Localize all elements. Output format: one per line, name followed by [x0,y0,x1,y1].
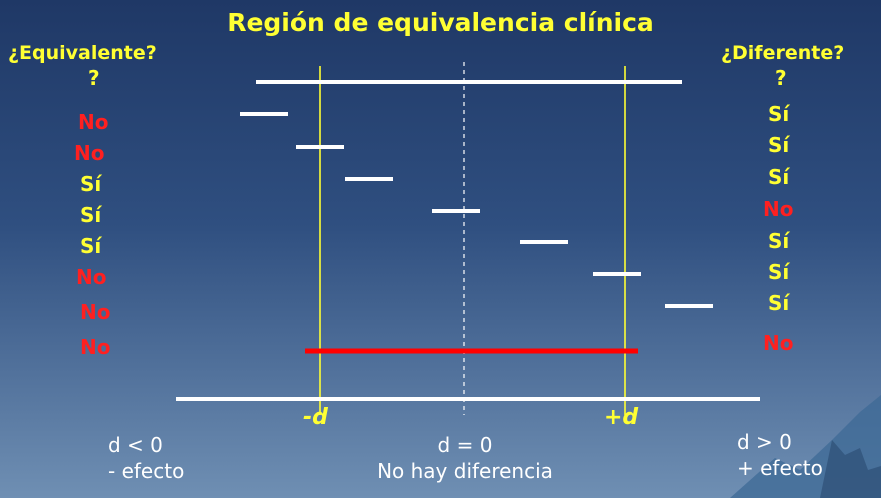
different-answer-4: No [763,197,794,221]
plus-d-label: +d [604,405,639,430]
different-answer-8: No [763,331,794,355]
no-difference-line1: d = 0 [437,433,493,457]
equivalent-answer-5: Sí [80,234,102,258]
equivalent-answer-8: No [80,335,111,359]
equivalent-answer-6: No [76,265,107,289]
no-difference-line2: No hay diferencia [377,459,553,483]
different-answer-5: Sí [768,229,790,253]
equivalent-answer-2: No [74,141,105,165]
slide-title: Región de equivalencia clínica [227,8,654,37]
equivalent-answer-7: No [80,300,111,324]
different-answer-0: ? [775,66,787,90]
different-answer-3: Sí [768,165,790,189]
different-header: ¿Diferente? [721,42,845,64]
positive-effect-label: d > 0 + efecto [737,429,823,481]
minus-d-label: -d [303,405,328,430]
positive-effect-line2: + efecto [737,456,823,480]
equivalent-answer-3: Sí [80,172,102,196]
different-answer-2: Sí [768,133,790,157]
no-difference-label: d = 0 No hay diferencia [340,432,590,484]
positive-effect-line1: d > 0 [737,430,792,454]
equivalent-header: ¿Equivalente? [8,42,157,64]
different-answer-6: Sí [768,260,790,284]
different-answer-7: Sí [768,291,790,315]
equivalent-answer-0: ? [88,66,100,90]
negative-effect-line2: - efecto [108,459,185,483]
equivalent-answer-4: Sí [80,203,102,227]
negative-effect-label: d < 0 - efecto [108,432,184,484]
negative-effect-line1: d < 0 [108,433,163,457]
equivalent-answer-1: No [78,110,109,134]
different-answer-1: Sí [768,102,790,126]
